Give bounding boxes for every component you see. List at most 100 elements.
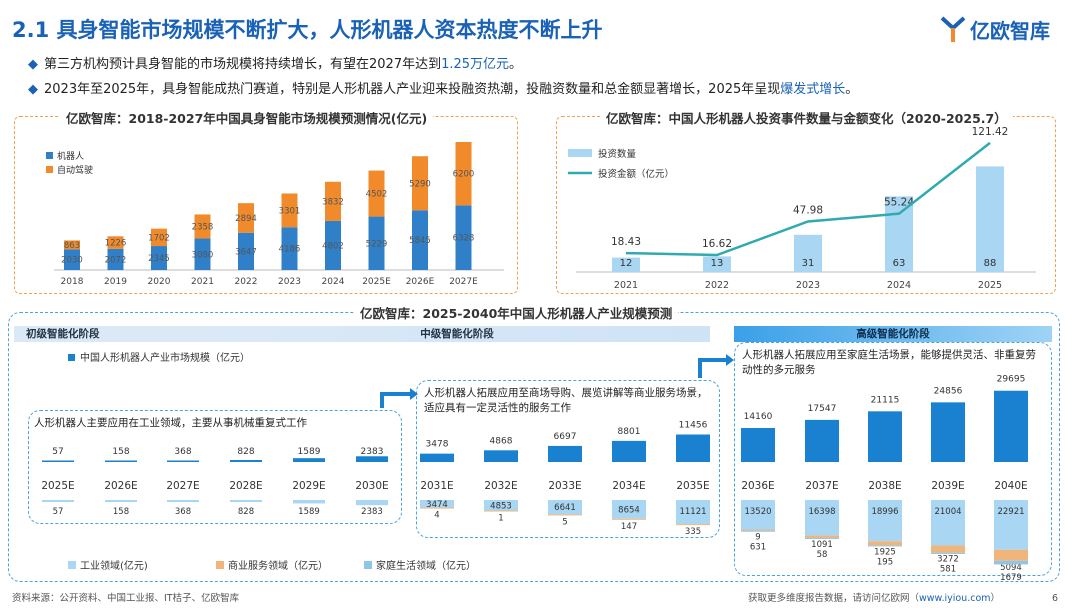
bar-autodrive	[455, 142, 472, 206]
stage1-desc: 人形机器人主要应用在工业领域，主要从事机械重复式工作	[34, 417, 307, 429]
bar-count	[612, 257, 640, 272]
x-tick-label: 2032E	[484, 480, 517, 492]
diamond-icon: ◆	[28, 57, 38, 72]
bar-market	[484, 450, 518, 462]
bar-market	[994, 390, 1028, 462]
data-label-market: 3478	[426, 440, 449, 450]
bar-commercial	[741, 529, 775, 531]
data-label-commercial: 1	[498, 514, 503, 524]
data-label-robot: 2072	[105, 255, 127, 265]
data-label-home: 631	[750, 542, 766, 552]
arrow-stage1-to-2	[380, 392, 410, 408]
data-label-market: 828	[237, 447, 254, 457]
data-label-amount: 121.42	[972, 126, 1009, 138]
data-label-autodrive: 3832	[322, 197, 344, 207]
bar-commercial	[420, 507, 454, 509]
x-tick-label: 2030E	[355, 480, 388, 492]
bar-count	[885, 196, 913, 272]
data-label-market: 14160	[744, 412, 773, 422]
bar-industry	[805, 500, 839, 536]
chart3-title: 亿欧智库：2025-2040年中国人形机器人产业规模预测	[354, 303, 679, 322]
legend-home-label: 家庭生活领域（亿元）	[376, 559, 476, 572]
source-note: 资料来源：公开资料、中国工业报、IT桔子、亿欧智库	[12, 593, 240, 604]
data-label-market: 368	[174, 447, 191, 457]
data-label-robot: 4186	[279, 245, 301, 255]
x-tick-label: 2019	[104, 277, 127, 287]
bar-autodrive	[368, 170, 385, 217]
data-label-amount: 55.24	[884, 197, 914, 209]
bar-market	[805, 419, 839, 462]
bar-industry	[230, 500, 262, 502]
bar-market	[230, 460, 262, 462]
bar-robot	[151, 246, 167, 270]
bar-industry	[42, 500, 74, 502]
legend-industry-swatch	[68, 561, 76, 569]
data-label-industry: 2383	[361, 507, 383, 517]
x-tick-label: 2025E	[362, 277, 391, 287]
data-label-robot: 6328	[453, 234, 475, 244]
bar-robot	[107, 248, 124, 270]
x-tick-label: 2021	[191, 277, 214, 287]
bar-market	[356, 456, 388, 462]
data-label-robot: 4802	[322, 241, 344, 251]
data-label-amount: 47.98	[793, 204, 823, 216]
bar-robot	[238, 232, 254, 270]
bar-commercial	[484, 510, 518, 512]
bar-market	[741, 428, 775, 462]
bar-commercial	[548, 514, 582, 516]
data-label-count: 31	[802, 258, 815, 269]
bar-autodrive	[412, 156, 428, 211]
data-label-industry: 22921	[997, 507, 1024, 517]
x-tick-label: 2033E	[548, 480, 581, 492]
x-tick-label: 2028E	[229, 480, 262, 492]
bar-robot	[412, 210, 428, 270]
diamond-icon: ◆	[28, 82, 38, 97]
legend-commercial-swatch	[216, 561, 224, 569]
bar-home	[805, 537, 839, 539]
data-label-industry: 57	[53, 507, 64, 517]
data-label-autodrive: 6200	[453, 170, 475, 180]
data-label-market: 57	[52, 447, 63, 457]
data-label-industry: 13520	[744, 507, 771, 517]
data-label-commercial: 4	[434, 511, 439, 521]
legend-home-swatch	[364, 561, 372, 569]
arrow-head-icon	[410, 388, 418, 400]
arrow-stage2-to-3	[698, 358, 726, 378]
stage-primary: 初级智能化阶段	[14, 326, 204, 342]
data-label-amount: 18.43	[611, 236, 641, 248]
x-tick-label: 2025E	[41, 480, 74, 492]
bar-market	[105, 460, 137, 462]
data-label-industry: 8654	[618, 505, 640, 515]
data-label-amount: 16.62	[702, 238, 732, 250]
bar-home	[868, 545, 902, 547]
footer-note: 获取更多维度报告数据，请访问亿欧网（www.iyiou.com）	[748, 593, 1001, 604]
legend-swatch-count	[568, 149, 592, 157]
data-label-commercial: 147	[621, 522, 637, 532]
bar-market	[420, 453, 454, 462]
data-label-autodrive: 1226	[105, 239, 127, 249]
bar-commercial	[868, 541, 902, 546]
data-label-industry: 6641	[554, 503, 576, 513]
x-tick-label: 2037E	[805, 480, 838, 492]
stage-middle: 中级智能化阶段	[204, 326, 710, 342]
data-label-autodrive: 2358	[192, 222, 214, 232]
bar-home	[741, 530, 775, 532]
data-label-market: 29695	[997, 375, 1026, 385]
bar-robot	[281, 227, 298, 270]
data-label-robot: 5229	[366, 239, 388, 249]
bar-autodrive	[194, 214, 211, 239]
bar-autodrive	[281, 193, 298, 228]
data-label-commercial: 335	[685, 527, 701, 537]
bullet-1: ◆ 第三方机构预计具身智能的市场规模将持续增长，有望在2027年达到1.25万亿元…	[28, 57, 523, 72]
data-label-commercial: 1925	[874, 547, 896, 557]
x-tick-label: 2027E	[166, 480, 199, 492]
x-tick-label: 2027E	[449, 277, 478, 287]
data-label-market: 4868	[490, 436, 513, 446]
bar-commercial	[994, 549, 1028, 561]
bar-industry	[293, 500, 325, 504]
bar-industry	[612, 500, 646, 519]
data-label-home: 581	[940, 565, 956, 575]
x-tick-label: 2026E	[104, 480, 137, 492]
data-label-market: 6697	[554, 432, 577, 442]
data-label-commercial: 9	[755, 532, 760, 542]
